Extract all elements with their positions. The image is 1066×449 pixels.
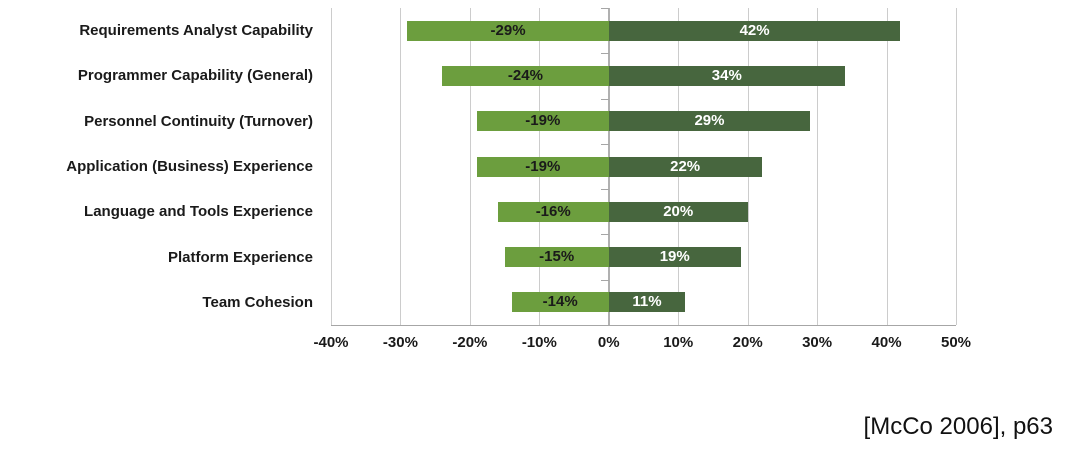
source-citation: [McCo 2006], p63 <box>863 413 1053 440</box>
x-axis-tick-label: 50% <box>940 334 972 351</box>
bar-positive: 19% <box>608 247 741 268</box>
x-axis-tick-label: 40% <box>871 334 902 351</box>
bar-negative: -14% <box>511 292 609 313</box>
category-axis-tick <box>600 8 609 9</box>
bar-positive: 22% <box>608 156 762 177</box>
category-label: Requirements Analyst Capability <box>79 22 313 40</box>
x-gridline <box>469 8 471 325</box>
category-label: Team Cohesion <box>202 293 313 311</box>
x-gridline <box>817 8 819 325</box>
bar-value-label: -16% <box>535 202 571 220</box>
x-axis-tick-label: -30% <box>382 334 418 351</box>
bar-positive: 42% <box>608 20 901 41</box>
x-axis-tick-label: -10% <box>521 334 557 351</box>
category-axis-tick <box>600 325 609 326</box>
category-label: Programmer Capability (General) <box>77 67 313 85</box>
category-label: Language and Tools Experience <box>84 203 313 221</box>
bar-value-label: 20% <box>663 202 694 220</box>
category-axis-tick <box>600 53 609 54</box>
category-axis-tick <box>600 99 609 100</box>
x-gridline <box>400 8 402 325</box>
bar-value-label: -15% <box>539 248 575 266</box>
x-gridline <box>956 8 957 325</box>
category-axis-tick <box>600 280 609 281</box>
bar-negative: -16% <box>497 201 609 222</box>
bar-negative: -15% <box>504 247 609 268</box>
x-gridline <box>331 8 332 325</box>
x-axis-tick-label: -40% <box>313 334 349 351</box>
category-label: Personnel Continuity (Turnover) <box>84 112 313 130</box>
bar-value-label: 11% <box>632 293 662 311</box>
bar-value-label: 29% <box>694 112 725 130</box>
bar-value-label: -19% <box>525 157 561 175</box>
bar-negative: -24% <box>442 65 609 86</box>
category-label: Platform Experience <box>167 248 313 266</box>
bar-value-label: 22% <box>670 157 701 175</box>
bar-value-label: -29% <box>490 21 526 39</box>
x-axis-tick-label: 10% <box>663 334 694 351</box>
category-axis-tick <box>600 144 609 145</box>
category-axis-tick <box>600 234 609 235</box>
bar-positive: 11% <box>608 292 686 313</box>
bar-negative: -19% <box>476 156 609 177</box>
x-gridline <box>886 8 888 325</box>
bar-positive: 29% <box>608 111 811 132</box>
bar-value-label: 34% <box>711 66 742 84</box>
x-axis-tick-label: 20% <box>732 334 763 351</box>
x-axis-tick-label: -20% <box>452 334 488 351</box>
bar-negative: -29% <box>407 20 609 41</box>
bar-negative: -19% <box>476 111 609 132</box>
bar-value-label: -19% <box>525 112 561 130</box>
category-label: Application (Business) Experience <box>66 157 313 175</box>
bar-value-label: -14% <box>542 293 578 311</box>
bar-positive: 34% <box>608 65 845 86</box>
bar-value-label: 19% <box>659 248 690 266</box>
x-axis-tick-label: 0% <box>597 334 620 351</box>
category-axis-tick <box>600 189 609 190</box>
bar-positive: 20% <box>608 201 748 222</box>
x-axis-tick-label: 30% <box>802 334 833 351</box>
bar-value-label: 42% <box>739 21 770 39</box>
plot-area: -29% 42% -24% 34% -19% 29% -19% 22% -16% 20% -15% 1… <box>331 8 957 326</box>
bar-value-label: -24% <box>507 66 543 84</box>
